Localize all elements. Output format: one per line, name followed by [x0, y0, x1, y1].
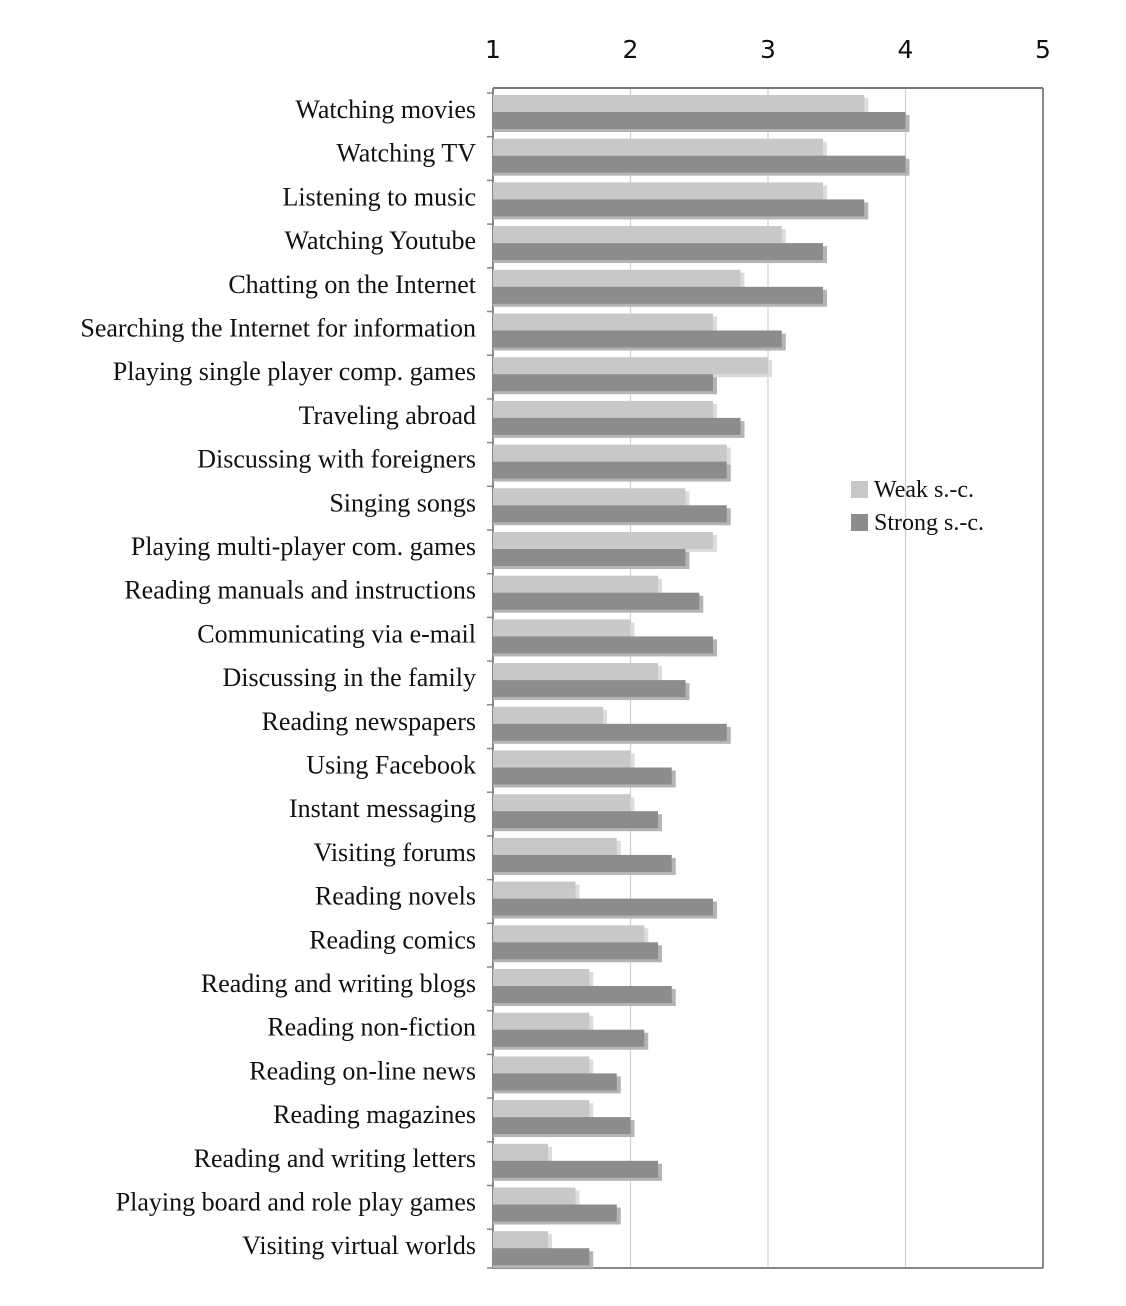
legend: Weak s.-c. Strong s.-c.	[851, 477, 984, 536]
bar-weak	[493, 182, 823, 200]
bar-weak	[493, 95, 865, 112]
bar-strong	[493, 461, 727, 479]
bar-strong	[493, 942, 658, 960]
bars	[493, 95, 910, 1269]
bar-weak	[493, 1100, 590, 1118]
bar-weak	[493, 1231, 548, 1249]
bar-weak	[493, 837, 617, 855]
bar-strong	[493, 286, 823, 304]
category-label: Watching movies	[295, 95, 476, 124]
category-label: Reading and writing letters	[194, 1144, 476, 1173]
category-label: Playing multi-player com. games	[131, 532, 476, 561]
category-label: Chatting on the Internet	[228, 270, 476, 299]
bar-weak	[493, 750, 631, 768]
bar-strong	[493, 374, 713, 392]
bar-strong	[493, 592, 700, 610]
bar-weak	[493, 663, 658, 681]
category-label: Listening to music	[282, 182, 476, 211]
bar-weak	[493, 1012, 590, 1030]
bar-weak	[493, 488, 686, 506]
bar-weak	[493, 269, 741, 287]
bar-strong	[493, 505, 727, 523]
bar-strong	[493, 417, 741, 435]
category-label: Reading and writing blogs	[201, 969, 476, 998]
category-label: Reading non-fiction	[267, 1013, 476, 1042]
legend-swatch	[851, 481, 868, 498]
legend-label: Weak s.-c.	[874, 477, 974, 503]
bar-weak	[493, 925, 645, 943]
category-label: Watching Youtube	[285, 226, 476, 255]
bar-strong	[493, 767, 672, 785]
bar-weak	[493, 706, 603, 724]
bar-strong	[493, 549, 686, 566]
bar-weak	[493, 226, 782, 244]
category-label: Singing songs	[329, 488, 476, 517]
legend-label: Strong s.-c.	[874, 510, 984, 536]
bar-weak	[493, 313, 713, 331]
bar-strong	[493, 1160, 658, 1178]
bar-strong	[493, 155, 906, 173]
bar-strong	[493, 1117, 631, 1135]
bar-weak	[493, 1056, 590, 1074]
category-label: Visiting virtual worlds	[242, 1231, 476, 1260]
bar-strong	[493, 330, 782, 348]
bar-weak	[493, 1187, 576, 1205]
category-label: Discussing with foreigners	[197, 445, 476, 474]
bar-strong	[493, 986, 672, 1003]
category-label: Playing single player comp. games	[113, 357, 476, 386]
category-label: Discussing in the family	[223, 663, 476, 692]
category-label: Using Facebook	[306, 751, 476, 780]
category-label: Reading novels	[315, 882, 476, 911]
category-label: Reading manuals and instructions	[124, 576, 476, 605]
category-label: Traveling abroad	[299, 401, 476, 430]
bar-strong	[493, 723, 727, 741]
x-tick-label: 4	[898, 35, 914, 64]
bar-strong	[493, 1029, 645, 1047]
bar-weak	[493, 1143, 548, 1161]
bar-strong	[493, 199, 865, 217]
bar-strong	[493, 243, 823, 261]
bar-weak	[493, 881, 576, 899]
bar-weak	[493, 357, 768, 375]
bar-strong	[493, 636, 713, 654]
category-label: Reading comics	[309, 925, 476, 954]
bar-weak	[493, 575, 658, 593]
bar-weak	[493, 532, 713, 549]
bar-strong	[493, 1073, 617, 1091]
bar-strong	[493, 811, 658, 829]
category-label: Watching TV	[336, 139, 476, 168]
bar-weak	[493, 969, 590, 986]
category-label: Instant messaging	[289, 794, 476, 823]
legend-swatch	[851, 514, 868, 531]
category-label: Communicating via e-mail	[197, 619, 476, 648]
bar-strong	[493, 680, 686, 698]
x-tick-label: 1	[485, 35, 501, 64]
bar-strong	[493, 898, 713, 916]
category-label: Visiting forums	[314, 838, 476, 867]
bar-weak	[493, 400, 713, 418]
bar-strong	[493, 112, 906, 129]
bar-strong	[493, 1248, 590, 1266]
bar-strong	[493, 854, 672, 872]
x-tick-label: 3	[760, 35, 776, 64]
category-label: Reading magazines	[273, 1100, 476, 1129]
bar-weak	[493, 138, 823, 156]
bar-weak	[493, 444, 727, 462]
bar-strong	[493, 1204, 617, 1222]
category-label: Searching the Internet for information	[80, 314, 476, 343]
category-label: Reading newspapers	[262, 707, 476, 736]
x-tick-label: 5	[1035, 35, 1051, 64]
bar-weak	[493, 794, 631, 812]
category-label: Reading on-line news	[249, 1056, 476, 1085]
category-label: Playing board and role play games	[116, 1188, 476, 1217]
x-tick-label: 2	[623, 35, 639, 64]
bar-weak	[493, 619, 631, 637]
